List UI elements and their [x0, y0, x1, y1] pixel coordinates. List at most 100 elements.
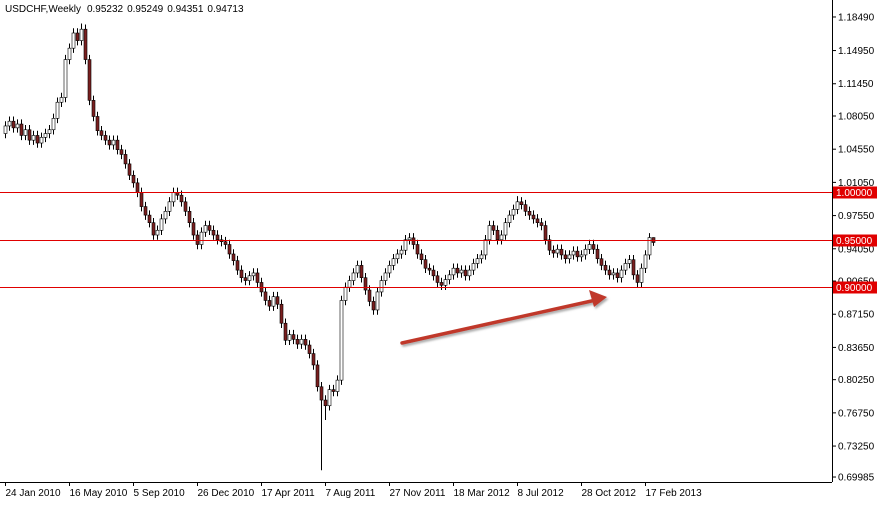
candle-body [143, 206, 148, 216]
candle-body [127, 163, 132, 176]
candle-body [39, 137, 44, 144]
y-tick-label: 1.08050 [838, 111, 875, 122]
candle-body [239, 269, 244, 279]
candle-body [587, 244, 592, 250]
candle-body [611, 272, 616, 276]
candle-body [203, 225, 208, 233]
candle-body [407, 237, 412, 241]
candle-body [575, 250, 580, 258]
candle-body [543, 225, 548, 241]
candle-body [631, 259, 636, 276]
x-tick-label: 28 Oct 2012 [582, 488, 637, 499]
candle-body [347, 280, 352, 288]
candle-body [19, 123, 24, 136]
candle-body [75, 32, 80, 41]
x-tick-label: 18 Mar 2012 [454, 488, 511, 499]
candle-body [379, 280, 384, 293]
candle-body [295, 339, 300, 345]
symbol: USDCHF,Weekly [5, 4, 81, 15]
plot: 1.18490 1.14950 1.11450 1.08050 1.04550 1.010… [0, 12, 877, 499]
candle-body [583, 248, 588, 256]
candle-body [131, 174, 136, 184]
candle-body [571, 250, 576, 256]
candle-body [71, 32, 76, 49]
candle-body [207, 225, 212, 231]
level-label-box [833, 234, 877, 247]
candle-body [23, 129, 28, 136]
candle-body [491, 225, 496, 231]
candle-body [423, 259, 428, 269]
candle-body [591, 244, 596, 250]
candle-body [243, 277, 248, 281]
candle-body [475, 258, 480, 264]
candle-body [403, 239, 408, 251]
level-label: 0.95000 [836, 236, 873, 247]
candle-body [275, 296, 280, 305]
candle-body [283, 322, 288, 341]
candle-body [123, 154, 128, 165]
candle-body [191, 222, 196, 236]
candle-body [643, 254, 648, 269]
trend-arrow [400, 290, 607, 345]
candle-body [367, 289, 372, 302]
candle-body [7, 120, 12, 127]
candle-body [471, 263, 476, 271]
candle-body [87, 59, 92, 101]
y-tick-label: 1.14950 [838, 46, 875, 57]
candle-body [495, 229, 500, 241]
candle-body [147, 214, 152, 223]
candle-body [427, 267, 432, 271]
candle-body [323, 399, 328, 407]
candle-body [527, 211, 532, 216]
candle-body [51, 118, 56, 131]
candle-body [411, 237, 416, 245]
candle-body [515, 201, 520, 210]
candle-body [267, 300, 272, 307]
header: USDCHF,Weekly 0.95232 0.95249 0.94351 0.9471… [5, 4, 244, 15]
candle-body [383, 272, 388, 281]
level-label-box [833, 186, 877, 199]
candle-body [83, 28, 88, 60]
x-tick-label: 26 Dec 2010 [198, 488, 255, 499]
candle-body [499, 234, 504, 241]
candle-body [151, 222, 156, 236]
candle-body [551, 249, 556, 254]
y-tick-label: 0.73250 [838, 442, 875, 453]
candle-body [567, 254, 572, 260]
candle-body [155, 229, 160, 236]
level-label: 1.00000 [836, 188, 873, 199]
candle-body [547, 239, 552, 251]
x-tick-label: 17 Feb 2013 [646, 488, 703, 499]
candle-body [179, 194, 184, 203]
candle-body [319, 386, 324, 401]
candle-body [539, 222, 544, 226]
candle-body [355, 265, 360, 274]
candle-body [247, 275, 252, 281]
candle-body [599, 258, 604, 266]
candle-body [159, 218, 164, 231]
candle-body [335, 379, 340, 392]
candle-body [311, 353, 316, 366]
candle-body [31, 135, 36, 141]
arrow-shaft [400, 298, 598, 345]
candle-body [439, 282, 444, 286]
candle-body [627, 259, 632, 264]
candle-body [359, 265, 364, 279]
candle-body [47, 129, 52, 134]
candle-body [135, 182, 140, 193]
candle-body [195, 234, 200, 245]
candle-body [487, 225, 492, 241]
candle-body [387, 265, 392, 274]
candle-body [235, 260, 240, 271]
candle-body [579, 254, 584, 258]
candle-body [435, 275, 440, 283]
candle-body [635, 274, 640, 283]
candle-body [447, 274, 452, 280]
candle-body [619, 269, 624, 279]
candle-body [111, 139, 116, 146]
level-label-box [833, 281, 877, 294]
candle-body [415, 244, 420, 255]
x-tick-label: 27 Nov 2011 [390, 488, 446, 499]
candle-body [375, 291, 380, 311]
